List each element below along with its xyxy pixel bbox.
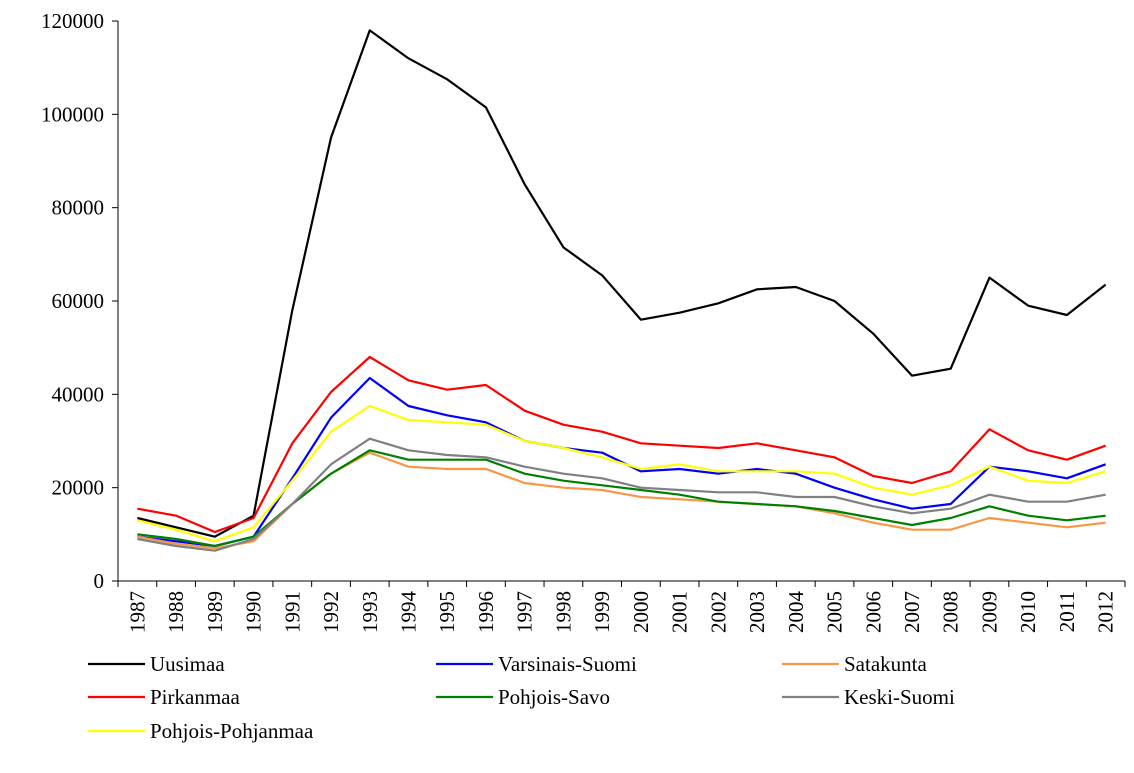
x-tick-label: 1987: [125, 591, 149, 633]
y-tick-label: 120000: [41, 9, 104, 33]
x-tick-label: 2004: [784, 591, 808, 634]
x-tick-label: 2001: [668, 591, 692, 633]
x-tick-label: 1994: [396, 591, 420, 634]
x-tick-label: 1997: [513, 591, 537, 633]
legend-label: Pirkanmaa: [150, 685, 240, 709]
x-tick-label: 2007: [900, 591, 924, 633]
x-tick-label: 1999: [590, 591, 614, 633]
series-line: [137, 437, 1106, 552]
legend-label: Pohjois-Savo: [498, 685, 610, 709]
x-tick-label: 2011: [1055, 591, 1079, 632]
x-tick-label: 2012: [1094, 591, 1118, 633]
y-tick-label: 0: [94, 569, 105, 593]
x-tick-label: 1995: [435, 591, 459, 633]
x-tick-label: 2005: [823, 591, 847, 633]
x-tick-label: 2010: [1016, 591, 1040, 633]
x-tick-label: 1988: [164, 591, 188, 633]
y-tick-label: 80000: [52, 196, 105, 220]
x-tick-label: 1998: [551, 591, 575, 633]
series-line: [137, 29, 1107, 538]
x-tick-label: 2009: [977, 591, 1001, 633]
y-tick-label: 60000: [52, 289, 105, 313]
x-tick-label: 2000: [629, 591, 653, 633]
x-tick-label: 2008: [939, 591, 963, 633]
series-line: [137, 451, 1106, 550]
series-line: [137, 404, 1106, 543]
legend-label: Varsinais-Suomi: [498, 652, 637, 676]
x-tick-label: 1992: [319, 591, 343, 633]
x-tick-label: 2003: [745, 591, 769, 633]
y-tick-label: 20000: [52, 476, 105, 500]
legend-label: Keski-Suomi: [844, 685, 955, 709]
legend-label: Pohjois-Pohjanmaa: [150, 719, 314, 743]
x-tick-label: 1989: [203, 591, 227, 633]
x-tick-label: 1993: [358, 591, 382, 633]
x-tick-label: 1996: [474, 591, 498, 633]
x-tick-label: 2006: [861, 591, 885, 633]
series-line: [137, 376, 1107, 548]
series-line: [137, 449, 1106, 548]
series-line: [137, 355, 1107, 534]
legend-label: Satakunta: [844, 652, 927, 676]
x-tick-label: 2002: [706, 591, 730, 633]
x-tick-label: 1991: [280, 591, 304, 633]
legend-label: Uusimaa: [150, 652, 225, 676]
y-tick-label: 40000: [52, 382, 105, 406]
y-tick-label: 100000: [41, 102, 104, 126]
x-tick-label: 1990: [242, 591, 266, 633]
